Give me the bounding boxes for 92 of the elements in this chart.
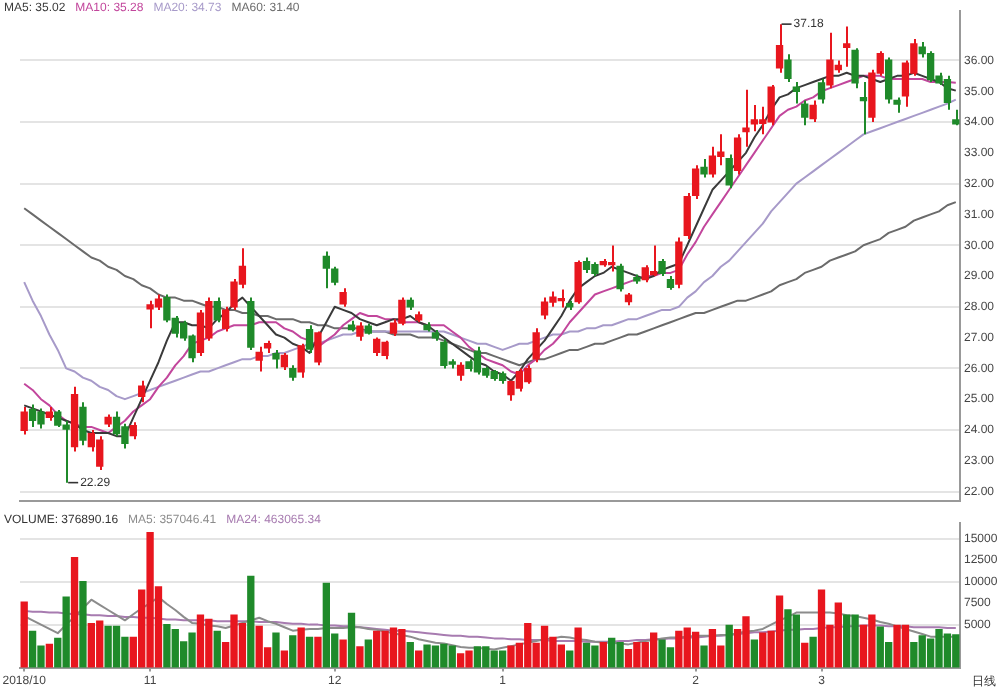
bar [280,650,289,668]
bar [272,632,280,668]
bar [750,639,759,668]
bar [255,625,263,668]
bar [901,624,910,668]
bar [415,650,423,668]
bar [314,636,322,668]
bar [868,614,876,668]
bar [112,625,121,668]
bar [507,645,515,668]
bar [456,653,465,668]
bar [96,620,104,668]
bar [482,646,490,668]
bar [448,645,456,668]
bar [104,625,112,668]
bar [431,645,440,668]
bar [608,637,616,668]
bar [566,650,574,668]
bar [28,630,37,668]
bar [389,627,398,668]
bar [490,650,498,668]
bar [440,643,448,668]
bar [70,556,79,668]
bar [616,642,624,668]
bar [171,629,179,668]
bar [809,636,817,668]
bar [406,642,414,668]
bar [834,602,842,668]
bar [473,646,482,668]
bar [851,614,859,668]
bar [289,635,297,668]
bar [691,631,700,668]
bar [205,618,213,668]
bar [708,629,717,668]
bar [163,623,171,668]
bar [700,645,708,668]
bar [188,632,196,668]
bar [398,629,406,668]
bar [381,630,389,668]
bar [79,580,87,668]
bar [540,625,549,668]
bar [364,639,372,668]
bar [591,645,599,668]
bar [658,639,666,668]
bar [339,639,347,668]
bar [650,632,658,668]
bar [582,642,591,668]
bar [297,627,305,668]
bar [935,629,943,668]
bar [599,642,607,668]
bar [725,624,733,668]
bar [230,614,238,668]
bar [196,614,205,668]
bar [893,624,901,668]
bar [801,642,809,668]
bar [952,634,960,668]
bar [759,632,767,668]
bar [213,630,221,668]
bar [792,614,800,668]
bar [62,596,70,668]
candlestick [146,299,154,330]
bar [423,644,431,668]
bar [574,627,582,668]
bar [683,627,691,668]
bar [87,623,95,668]
bar [498,650,507,668]
bar [675,630,683,668]
bar [238,623,247,668]
bar [356,646,364,668]
bar [742,616,750,668]
bar [465,650,473,668]
bar [557,644,565,668]
bar [347,612,356,668]
bar [784,609,792,668]
bar [322,582,330,668]
bar [910,642,918,668]
bar [45,643,54,668]
bar [666,647,675,668]
bar [943,633,952,668]
bar [524,623,532,668]
bar [247,575,255,668]
bar [624,648,633,668]
bar [373,630,381,668]
bar [633,642,641,668]
bar [146,532,154,668]
bar [305,636,314,668]
bar [918,635,926,668]
bar [20,601,28,668]
bar [775,595,784,668]
bar [876,626,884,668]
bar [817,589,826,668]
bar [843,614,851,668]
